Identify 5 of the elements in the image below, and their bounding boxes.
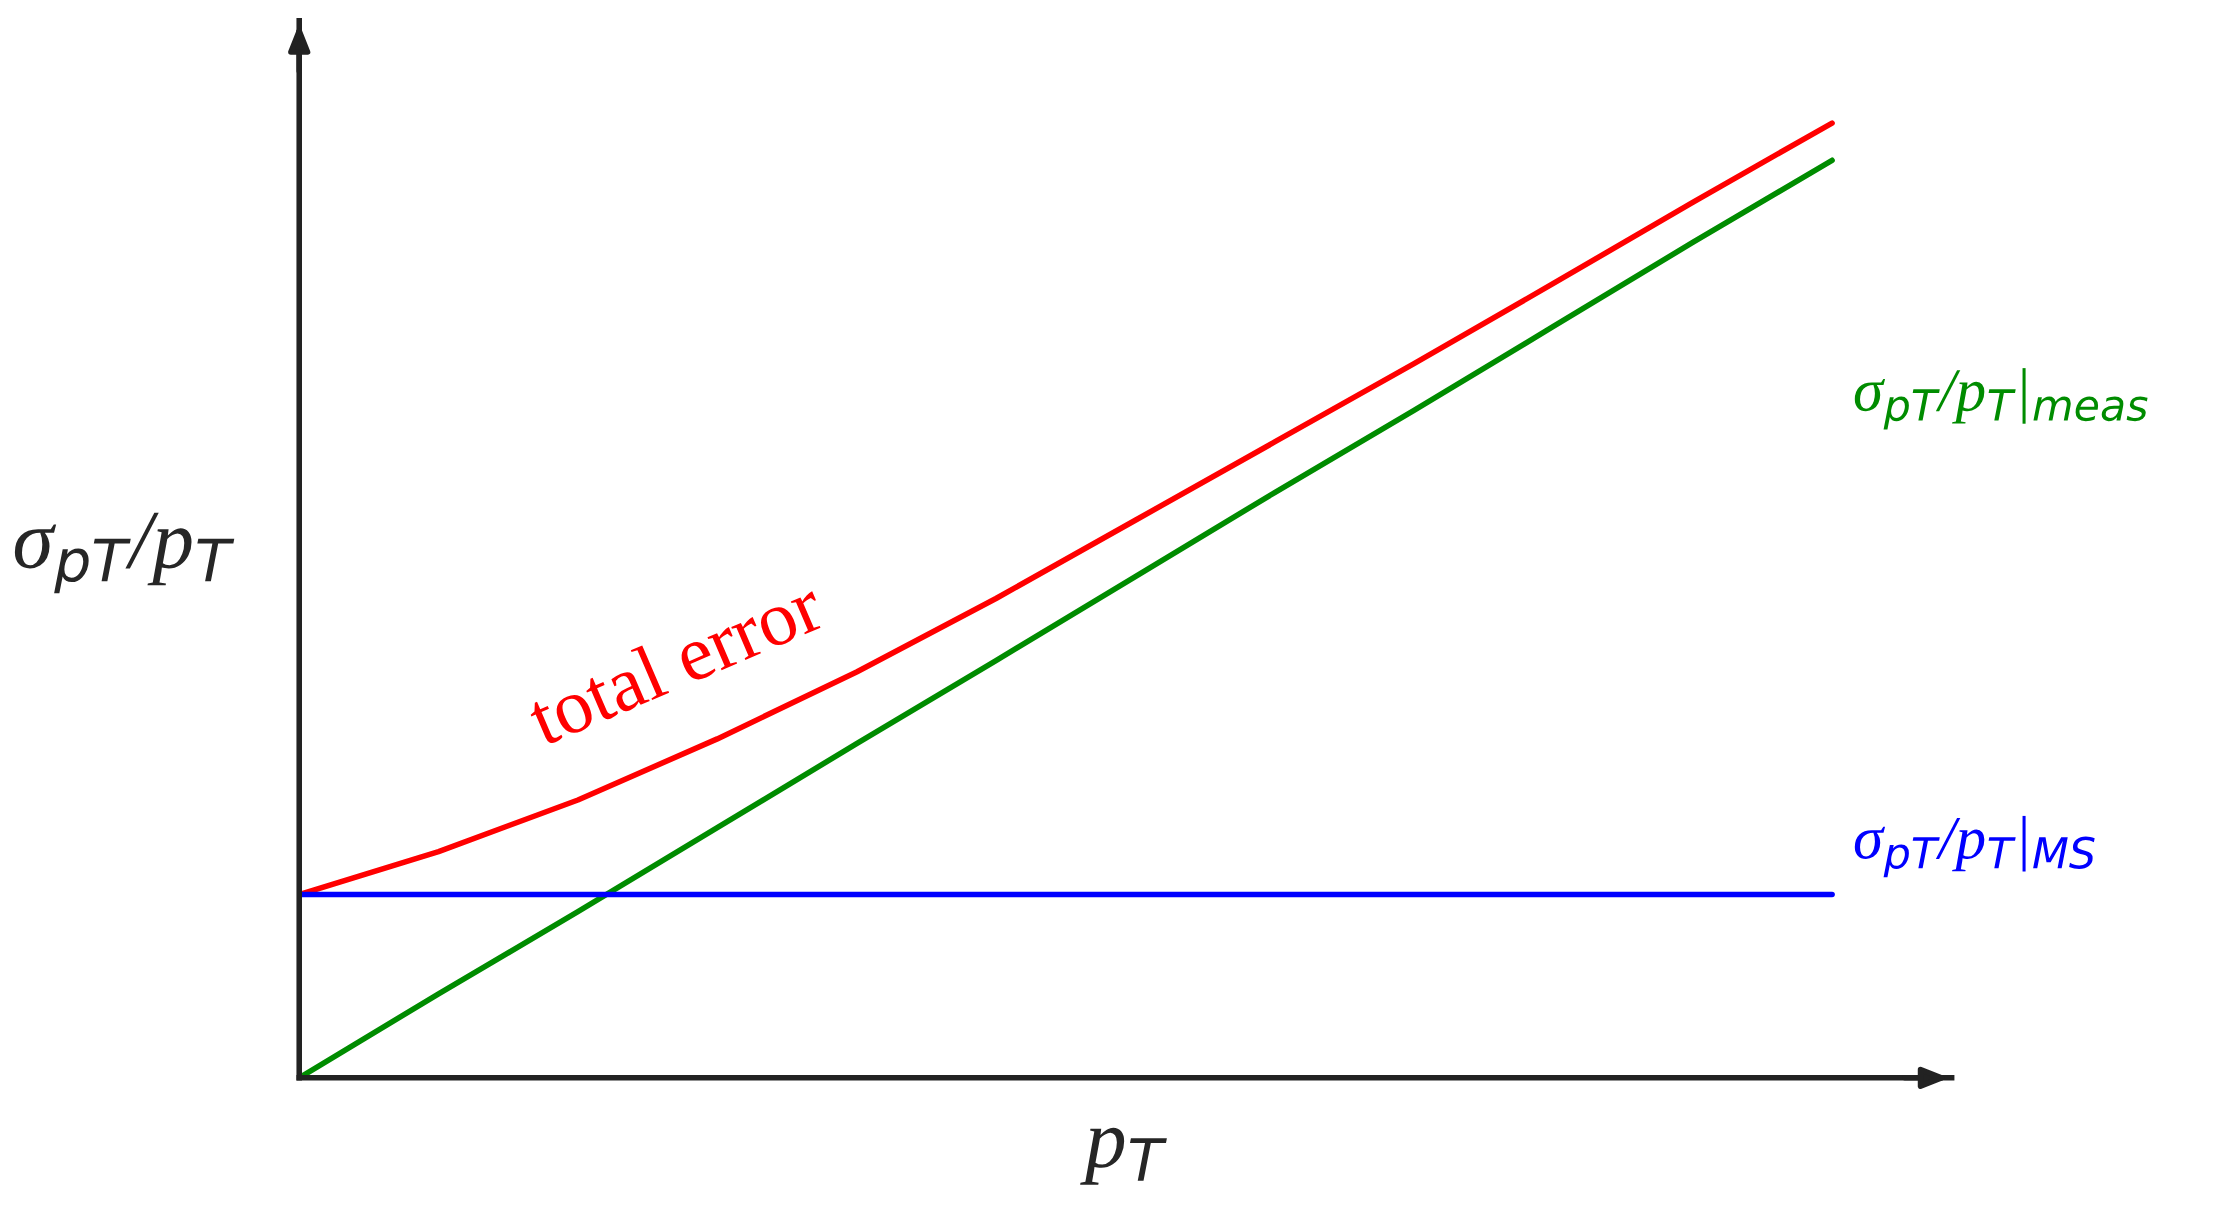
text: σ$_{pT}$/p$_{T}$|$_{meas}$ bbox=[1854, 368, 2148, 430]
text: total error bbox=[522, 575, 827, 747]
x-axis-title: p$_{T}$ bbox=[1080, 1127, 1167, 1185]
series-label: σ$_{pT}$/p$_{T}$|$_{MS}$ bbox=[1854, 815, 2095, 878]
y-axis-title: σ$_{pT}$/p$_{T}$ bbox=[14, 512, 235, 594]
